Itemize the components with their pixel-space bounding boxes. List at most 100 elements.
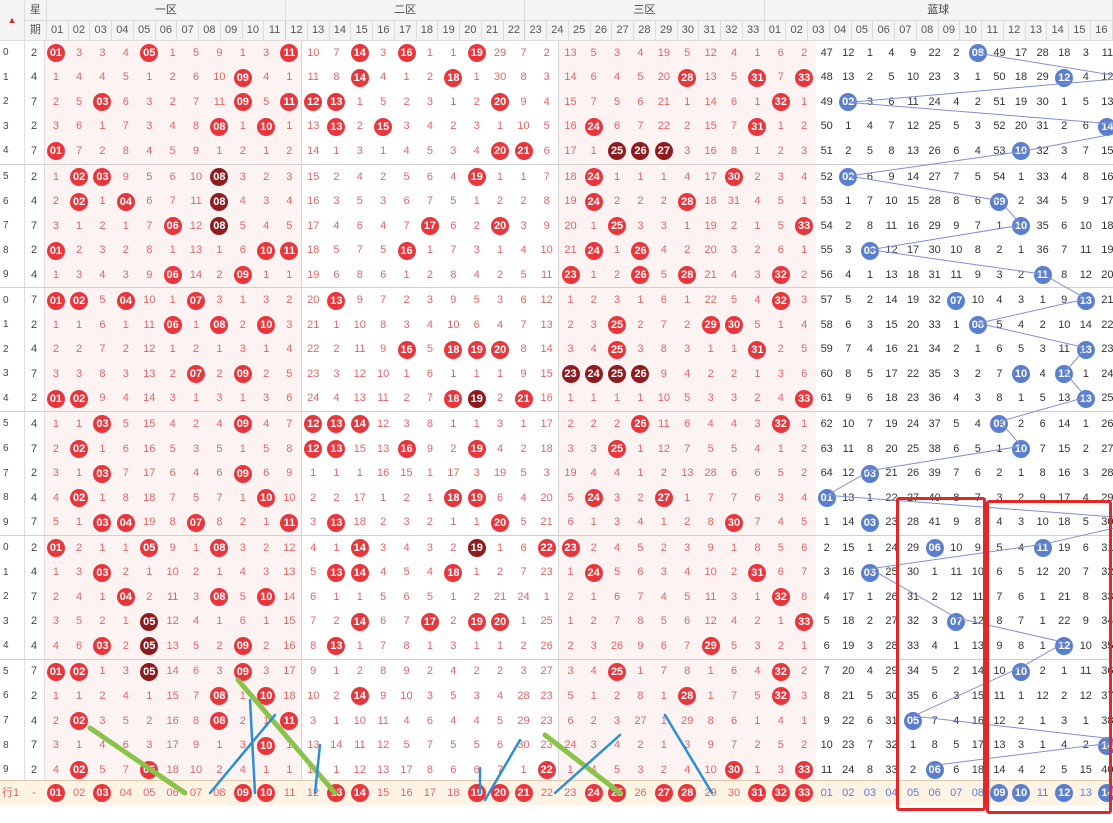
footer-red-ball[interactable]: 01 — [46, 784, 65, 802]
footer-red-pick[interactable]: 26 — [628, 780, 653, 805]
footer-red-pick[interactable]: 06 — [160, 780, 185, 805]
footer-red-ball[interactable]: 25 — [608, 784, 627, 802]
footer-red-pick[interactable]: 23 — [558, 780, 582, 805]
footer-red-pick[interactable]: 31 — [745, 780, 770, 805]
blue-miss-cell: 57 — [820, 294, 833, 307]
footer-red-pick[interactable]: 10 — [254, 780, 278, 805]
footer-red-pick[interactable]: 25 — [605, 780, 629, 805]
footer-red-pick[interactable]: 13 — [324, 780, 349, 805]
footer-blue-pick[interactable]: 11 — [1031, 780, 1054, 805]
sort-toggle[interactable]: ▲ — [0, 0, 25, 41]
footer-blue-pick[interactable]: 14 — [1096, 780, 1113, 805]
footer-blue-pick[interactable]: 10 — [1010, 780, 1032, 805]
footer-red-pick[interactable]: 21 — [511, 780, 536, 805]
red-miss-cell: 3 — [67, 262, 91, 289]
red-miss-cell: 3 — [769, 164, 793, 190]
footer-blue-pick[interactable]: 06 — [923, 780, 946, 805]
footer-red-ball[interactable]: 32 — [771, 784, 790, 802]
footer-red-ball[interactable]: 28 — [678, 784, 697, 802]
footer-red-pick[interactable]: 27 — [652, 780, 676, 805]
footer-red-pick[interactable]: 03 — [90, 780, 115, 805]
footer-blue-pick[interactable]: 03 — [859, 780, 881, 805]
blue-miss-cell: 1 — [866, 46, 873, 59]
footer-red-pick[interactable]: 01 — [44, 780, 68, 805]
footer-blue-pick[interactable]: 09 — [988, 780, 1011, 805]
red-miss-cell: 5 — [371, 90, 395, 115]
footer-red-pick[interactable]: 29 — [698, 780, 723, 805]
red-ball-cell: 32 — [769, 90, 793, 115]
red-ball: 26 — [631, 241, 650, 260]
red-miss-cell: 2 — [581, 609, 606, 635]
footer-red-pick[interactable]: 32 — [769, 780, 793, 805]
footer-red-pick[interactable]: 07 — [184, 780, 208, 805]
footer-red-pick[interactable]: 15 — [371, 780, 395, 805]
footer-blue-ball[interactable]: 12 — [1055, 784, 1074, 802]
red-miss-cell: 13 — [184, 238, 208, 263]
red-miss-cell: 2 — [675, 313, 699, 338]
footer-blue-pick[interactable]: 05 — [902, 780, 924, 805]
red-miss-cell: 4 — [465, 708, 489, 734]
red-col-header: 15 — [350, 20, 373, 41]
footer-red-ball[interactable]: 27 — [654, 784, 673, 802]
blue-miss-cell: 8 — [866, 442, 873, 455]
footer-red-ball[interactable]: 13 — [327, 784, 346, 802]
footer-red-pick[interactable]: 20 — [488, 780, 512, 805]
footer-red-pick[interactable]: 19 — [465, 780, 489, 805]
footer-red-pick[interactable]: 14 — [348, 780, 372, 805]
footer-blue-ball[interactable]: 10 — [1012, 784, 1031, 802]
footer-blue-pick[interactable]: 01 — [815, 780, 838, 805]
trend-grid: 0 2 01 3 3 4 05 1 5 9 1 3 11 10 7 14 3 16 1 1 19 29 7 2 13 5 3 4 19 5… — [0, 41, 1113, 784]
red-ball: 09 — [233, 637, 252, 656]
blue-ball: 01 — [817, 489, 836, 508]
footer-red-ball[interactable]: 09 — [233, 784, 252, 802]
footer-red-pick[interactable]: 08 — [207, 780, 232, 805]
footer-red-pick[interactable]: 16 — [394, 780, 419, 805]
footer-red-ball[interactable]: 31 — [748, 784, 767, 802]
red-miss-cell: 2 — [628, 189, 653, 214]
footer-blue-pick[interactable]: 04 — [880, 780, 903, 805]
footer-red-ball[interactable]: 14 — [350, 784, 369, 802]
footer-red-pick[interactable]: 30 — [722, 780, 746, 805]
footer-blue-pick[interactable]: 02 — [837, 780, 860, 805]
blue-miss-cell: 3 — [866, 318, 873, 331]
footer-blue-pick[interactable]: 12 — [1053, 780, 1076, 805]
footer-red-ball[interactable]: 19 — [467, 784, 486, 802]
footer-red-pick[interactable]: 22 — [535, 780, 559, 805]
week-cell: 4 — [24, 189, 45, 214]
blue-miss-cell: 7 — [931, 714, 938, 727]
red-ball: 26 — [631, 415, 650, 434]
footer-blue-pick[interactable]: 08 — [967, 780, 989, 805]
red-miss-cell: 18 — [137, 485, 161, 511]
footer-red-pick[interactable]: 33 — [792, 780, 816, 805]
footer-red-pick[interactable]: 12 — [301, 780, 325, 805]
week-cell: 2 — [24, 164, 45, 190]
footer-red-ball[interactable]: 03 — [93, 784, 112, 802]
footer-red-pick[interactable]: 02 — [67, 780, 91, 805]
blue-col-header: 12 — [1003, 20, 1026, 41]
red-miss-cell: 11 — [535, 262, 560, 289]
footer-red-ball[interactable]: 24 — [584, 784, 603, 802]
footer-red-ball[interactable]: 10 — [257, 784, 276, 802]
footer-red-ball[interactable]: 33 — [795, 784, 814, 802]
red-miss-cell: 20 — [535, 485, 560, 511]
footer-red-pick[interactable]: 11 — [277, 780, 302, 805]
footer-red-pick[interactable]: 28 — [675, 780, 699, 805]
footer-red-pick[interactable]: 18 — [441, 780, 466, 805]
footer-blue-pick[interactable]: 13 — [1075, 780, 1097, 805]
footer-red-ball[interactable]: 20 — [491, 784, 510, 802]
week-cell: 2 — [24, 238, 45, 263]
footer-blue-pick[interactable]: 07 — [945, 780, 968, 805]
footer-red-pick[interactable]: 17 — [418, 780, 442, 805]
footer-red-pick[interactable]: 09 — [231, 780, 255, 805]
footer-red-pick[interactable]: 24 — [581, 780, 606, 805]
red-miss-cell: 1 — [441, 362, 466, 387]
red-miss-cell: 3 — [792, 287, 816, 314]
footer-blue-ball[interactable]: 14 — [1098, 784, 1113, 802]
red-ball-cell: 08 — [207, 114, 232, 140]
footer-red-ball[interactable]: 21 — [514, 784, 533, 802]
week-cell: 7 — [24, 585, 45, 610]
footer-blue-ball[interactable]: 09 — [990, 784, 1009, 802]
footer-red-pick[interactable]: 04 — [114, 780, 138, 805]
footer-red-pick[interactable]: 05 — [137, 780, 161, 805]
red-miss-cell: 3 — [628, 757, 653, 784]
